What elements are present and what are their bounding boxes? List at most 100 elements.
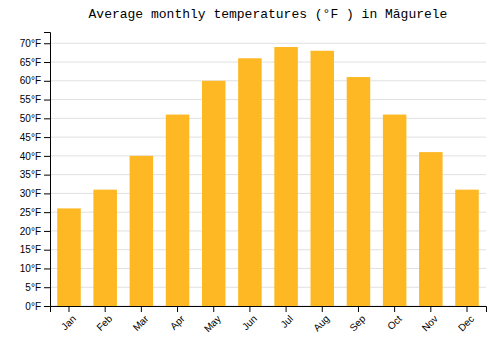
bar — [311, 51, 335, 306]
grid-line — [50, 137, 486, 138]
tick-mark — [44, 175, 50, 176]
bar — [238, 58, 262, 306]
bar — [347, 77, 371, 306]
tick-mark — [322, 306, 323, 312]
tick: May — [202, 306, 223, 334]
bar — [419, 152, 443, 306]
title: Average monthly temperatures (°F ) in Mă… — [89, 7, 448, 22]
tick: 5°F — [25, 282, 50, 293]
tick-mark — [68, 306, 69, 312]
tick: 0°F — [25, 301, 50, 312]
tick-label: Apr — [168, 313, 187, 332]
tick-label: 55°F — [20, 94, 41, 105]
tick: Oct — [385, 306, 404, 332]
tick-label: Aug — [311, 313, 331, 333]
tick-label: May — [202, 313, 223, 334]
tick: 55°F — [20, 94, 50, 105]
bar — [166, 115, 190, 306]
tick: Nov — [420, 306, 440, 333]
tick-label: 5°F — [25, 282, 41, 293]
tick-mark — [286, 306, 287, 312]
tick-label: 35°F — [20, 169, 41, 180]
tick-label: 25°F — [20, 207, 41, 218]
tick-label: Jun — [240, 313, 259, 332]
tick-label: 50°F — [20, 113, 41, 124]
tick-mark — [430, 306, 431, 312]
tick-mark — [44, 268, 50, 269]
grid-line — [50, 80, 486, 81]
tick-label: 20°F — [20, 226, 41, 237]
tick: 65°F — [20, 57, 50, 68]
tick-label: 70°F — [20, 38, 41, 49]
tick-label: 60°F — [20, 75, 41, 86]
tick: 50°F — [20, 113, 50, 124]
bar — [93, 190, 117, 306]
tick-label: Sep — [347, 313, 368, 334]
bar — [202, 81, 226, 306]
tick: 10°F — [20, 263, 50, 274]
plot: 0°F 5°F 10°F 15°F 20°F 25°F 30°F 35°F 40°F 45°F 50… — [20, 33, 487, 335]
tick: 30°F — [20, 188, 50, 199]
bar — [383, 115, 407, 306]
bar — [130, 156, 154, 306]
bar — [274, 47, 298, 306]
tick-label: Jan — [59, 313, 78, 332]
tick-mark — [44, 231, 50, 232]
grid-line — [50, 99, 486, 100]
tick-mark — [44, 212, 50, 213]
grid-line — [50, 118, 486, 119]
tick-mark — [177, 306, 178, 312]
bar — [57, 208, 81, 306]
tick-mark — [44, 193, 50, 194]
x-axis: Jan Feb Mar Apr May Jun Jul Aug Sep Oct Nov Dec — [51, 306, 487, 334]
grid — [50, 43, 486, 306]
chart: 0°F 5°F 10°F 15°F 20°F 25°F 30°F 35°F 40°F 45°F 50… — [0, 0, 500, 350]
tick-mark — [44, 100, 50, 101]
axis-line — [51, 307, 487, 313]
tick: Sep — [347, 306, 368, 333]
tick-mark — [105, 306, 106, 312]
tick-mark — [394, 306, 395, 312]
tick: 70°F — [20, 38, 50, 49]
tick-label: 15°F — [20, 244, 41, 255]
tick: Dec — [456, 306, 476, 333]
tick: Mar — [131, 306, 151, 333]
tick-label: Dec — [456, 313, 476, 333]
tick: 25°F — [20, 207, 50, 218]
axis-line — [44, 33, 51, 307]
tick-label: 45°F — [20, 132, 41, 143]
tick-mark — [44, 81, 50, 82]
tick-mark — [44, 306, 50, 307]
tick: Jul — [278, 306, 295, 330]
tick: Feb — [94, 306, 114, 333]
bar — [455, 190, 479, 306]
grid-line — [50, 62, 486, 63]
tick-mark — [44, 287, 50, 288]
grid-line — [50, 43, 486, 44]
tick-label: Jul — [278, 313, 295, 330]
y-axis: 0°F 5°F 10°F 15°F 20°F 25°F 30°F 35°F 40°F 45°F 50… — [20, 33, 51, 312]
tick-mark — [44, 137, 50, 138]
tick-mark — [213, 306, 214, 312]
tick-label: Mar — [131, 313, 151, 333]
tick: 60°F — [20, 75, 50, 86]
tick-mark — [44, 118, 50, 119]
tick-mark — [44, 43, 50, 44]
tick: Apr — [168, 306, 187, 332]
tick-label: 65°F — [20, 57, 41, 68]
tick-label: 10°F — [20, 263, 41, 274]
tick-mark — [44, 250, 50, 251]
tick-mark — [358, 306, 359, 312]
tick: Aug — [311, 306, 331, 333]
tick-mark — [44, 62, 50, 63]
tick-label: Feb — [94, 313, 114, 333]
tick-label: Oct — [385, 313, 404, 332]
bars — [57, 47, 479, 306]
tick: 45°F — [20, 132, 50, 143]
tick-label: 0°F — [25, 301, 41, 312]
tick: Jan — [59, 306, 78, 332]
tick: 40°F — [20, 151, 50, 162]
tick-mark — [141, 306, 142, 312]
tick-mark — [467, 306, 468, 312]
tick-label: Nov — [420, 313, 440, 333]
